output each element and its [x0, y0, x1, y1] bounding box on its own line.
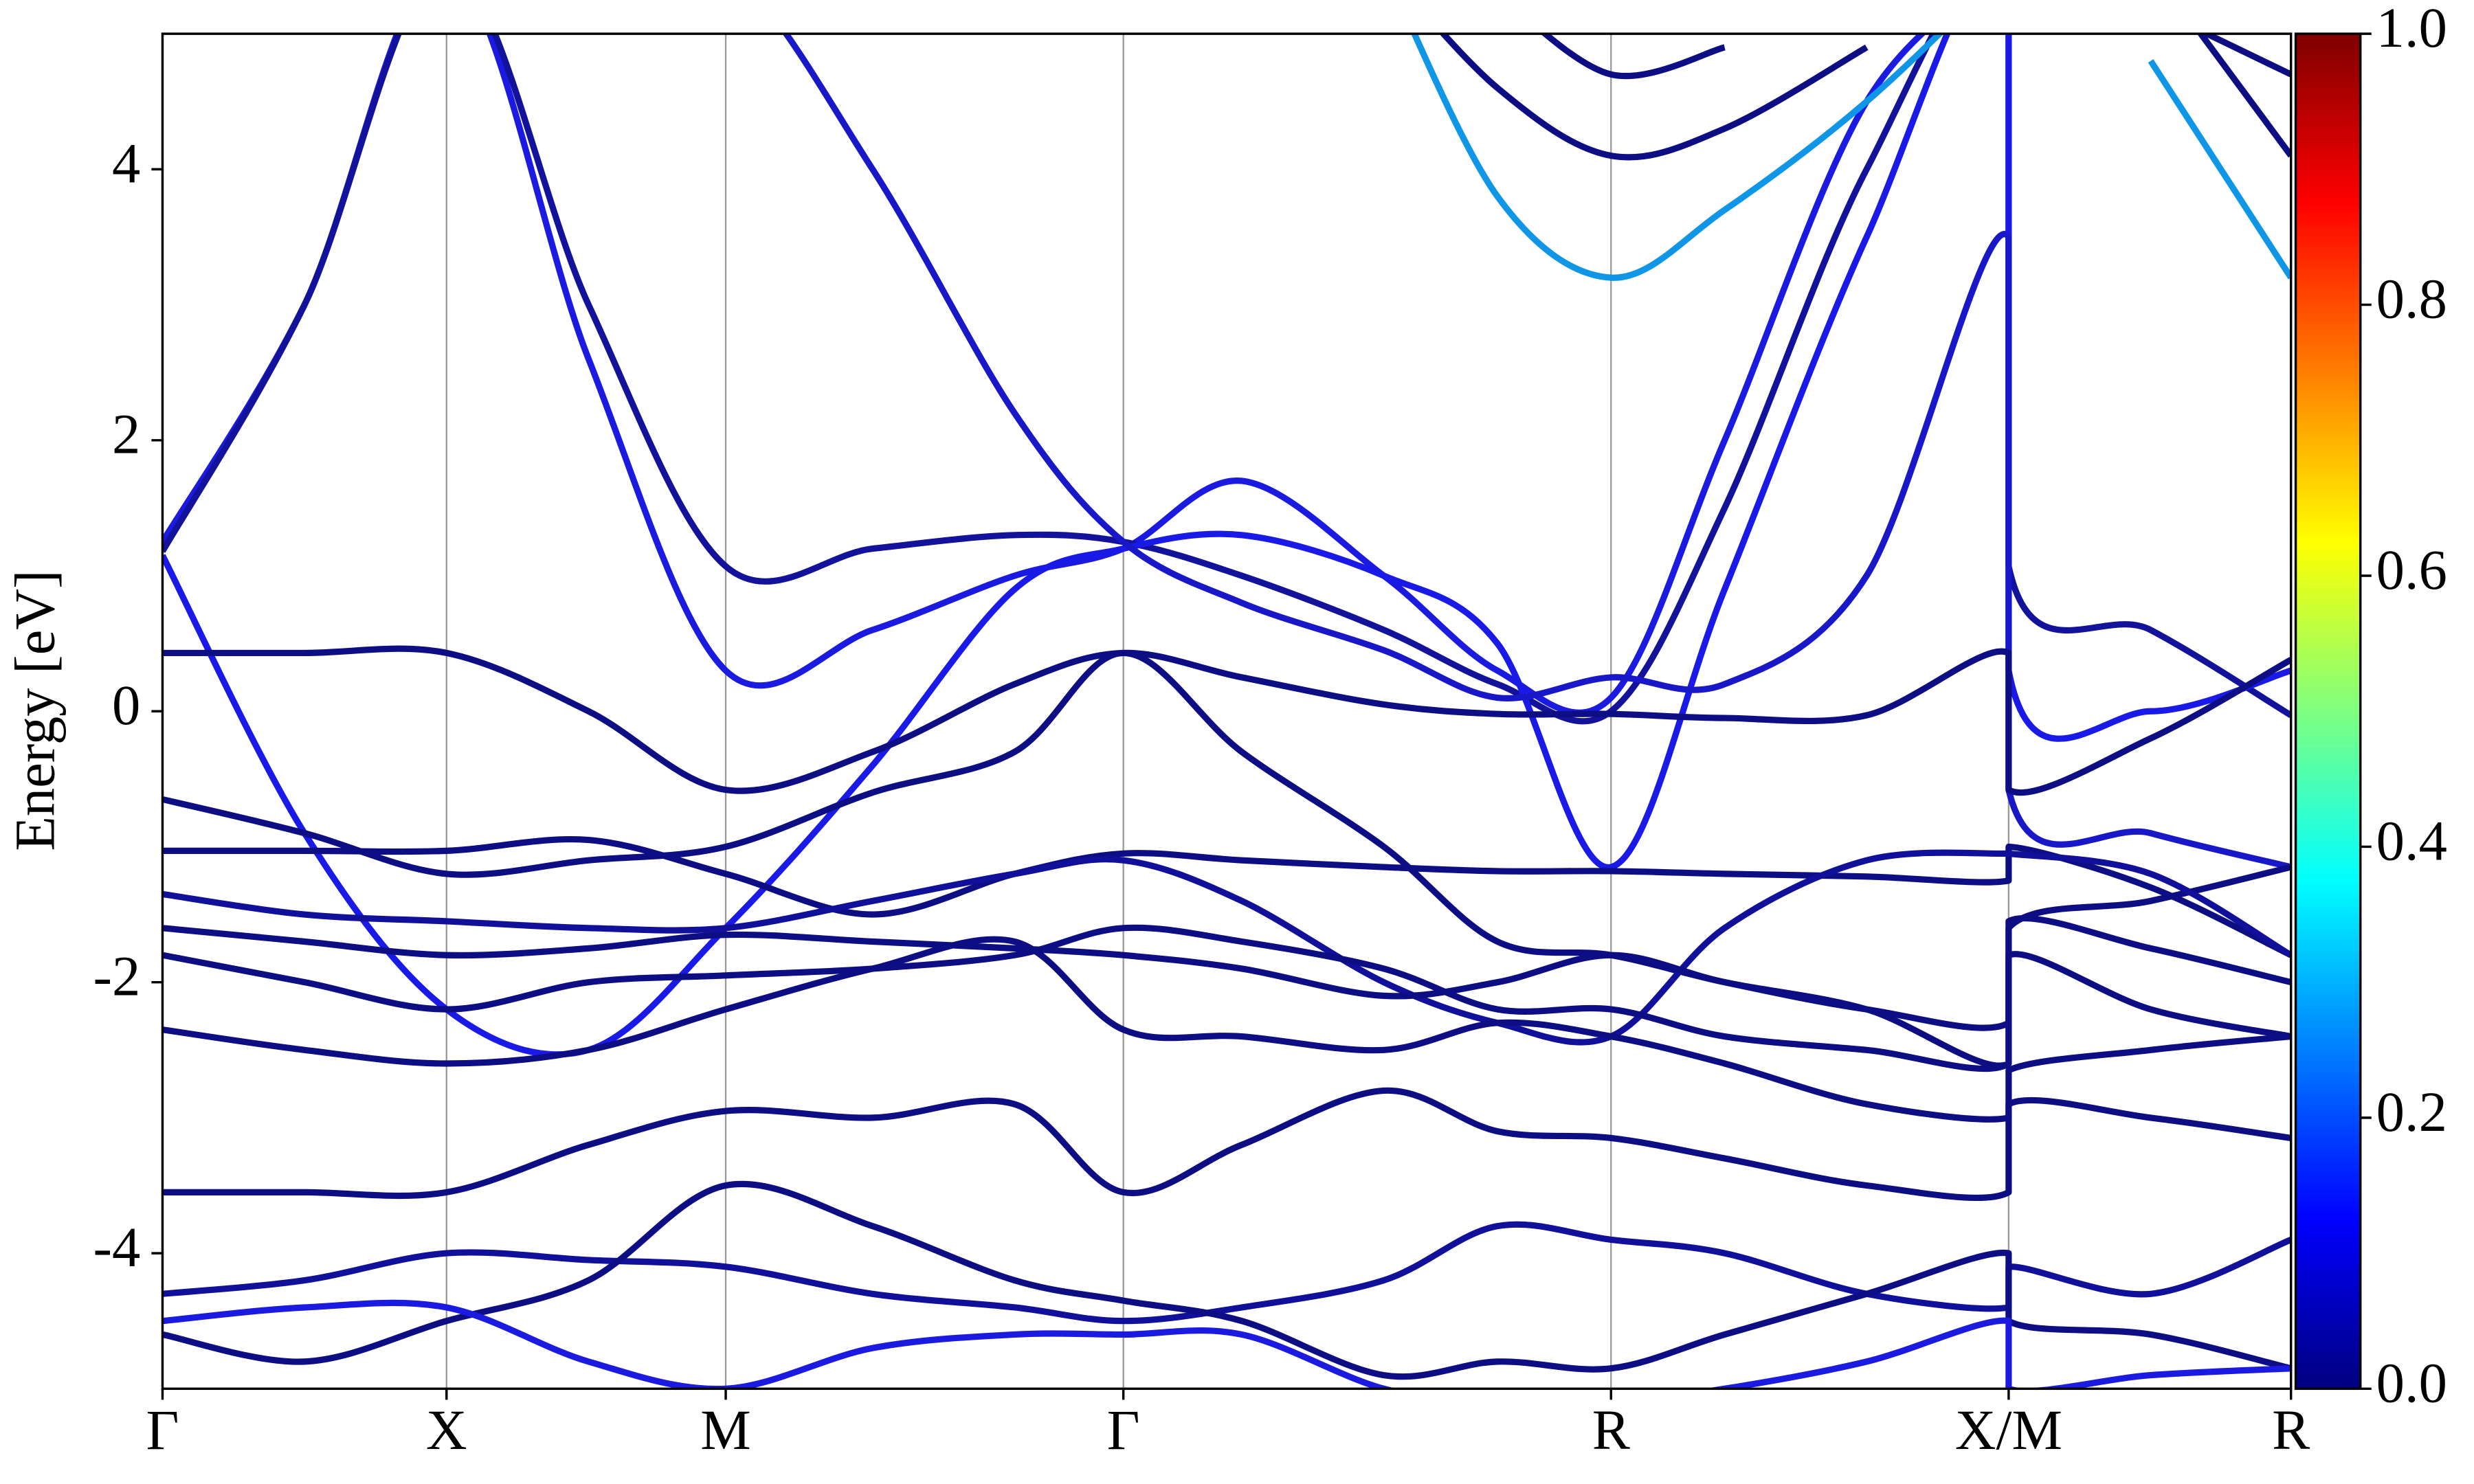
x-tick-label: X	[426, 1398, 467, 1461]
band-line	[162, 936, 2291, 1123]
colorbar-tick-label: 0.2	[2376, 1080, 2447, 1143]
band-line	[782, 34, 2291, 870]
band-line	[1540, 34, 2291, 80]
x-tick-label: Γ	[1107, 1398, 1140, 1461]
y-tick-label: 4	[112, 131, 140, 194]
band-line	[162, 924, 2291, 1072]
band-line	[162, 1180, 2291, 1380]
band-line	[162, 915, 2291, 1031]
x-tick-label: Γ	[146, 1398, 179, 1461]
colorbar-tick-label: 0.6	[2376, 538, 2447, 601]
band-line	[162, 1299, 2291, 1389]
x-tick-label: R	[2272, 1398, 2310, 1461]
band-line	[162, 1221, 2291, 1325]
colorbar-tick-label: 1.0	[2376, 0, 2447, 59]
band-line	[162, 645, 2291, 796]
x-tick-label: M	[700, 1398, 750, 1461]
band-line	[1411, 34, 2291, 281]
band-line	[1439, 34, 2291, 161]
colorbar-tick-label: 0.8	[2376, 267, 2447, 330]
y-tick-label: 2	[112, 403, 140, 466]
y-tick-label: 0	[112, 673, 140, 737]
band-line	[162, 835, 2291, 958]
x-tick-label: R	[1592, 1398, 1630, 1461]
y-tick-label: -4	[93, 1215, 140, 1279]
colorbar	[2294, 32, 2362, 1391]
band-line	[162, 649, 2291, 1069]
colorbar-tick-label: 0.0	[2376, 1351, 2447, 1414]
band-line	[162, 34, 2291, 1058]
x-tick-label: X/M	[1955, 1398, 2062, 1461]
band-line	[162, 34, 1927, 716]
band-line	[162, 849, 2291, 1046]
y-tick-label: -2	[93, 945, 140, 1008]
band-line	[162, 34, 2291, 725]
bands	[162, 34, 2291, 1389]
band-line	[162, 1087, 2291, 1201]
plot-frame	[161, 32, 2293, 1391]
colorbar-tick-label: 0.4	[2376, 809, 2447, 872]
y-axis-label: Energy [eV]	[3, 570, 67, 851]
